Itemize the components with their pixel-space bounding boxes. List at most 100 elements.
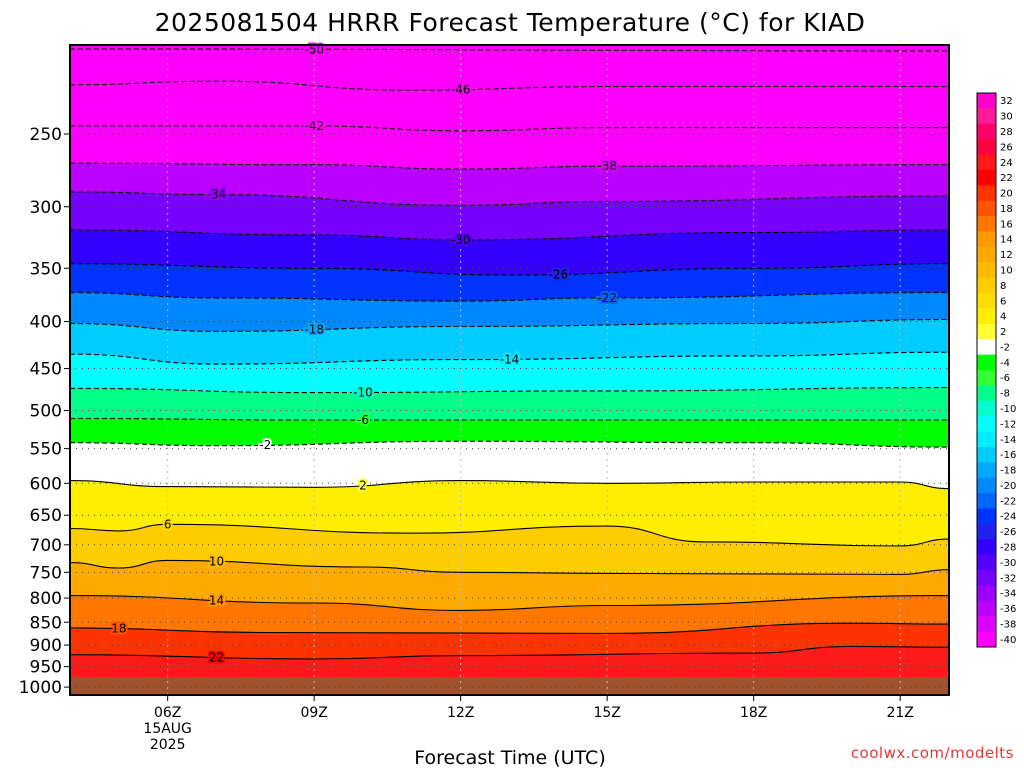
colorbar-label-20: 20	[1000, 189, 1013, 200]
contour-14	[70, 595, 949, 611]
x-tick-label-6-0: 06Z	[154, 705, 181, 721]
contour-label--14: -14	[500, 352, 520, 366]
colorbar-swatch-20	[977, 185, 996, 202]
credit-text: coolwx.com/modelts	[851, 744, 1014, 762]
y-tick-label-350: 350	[30, 259, 62, 279]
contour-label-22: 22	[209, 650, 224, 664]
x-tick-label-6-2: 2025	[150, 737, 186, 753]
band-above--46	[70, 45, 949, 91]
y-tick-label-400: 400	[30, 313, 62, 333]
y-tick-label-750: 750	[30, 563, 62, 583]
contour--10	[70, 387, 949, 394]
colorbar-label-10: 10	[1000, 265, 1013, 276]
colorbar-swatch-10	[977, 262, 996, 279]
colorbar-swatch--2	[977, 339, 996, 356]
colorbar-label--4: -4	[1000, 358, 1010, 369]
contour-label-14: 14	[209, 593, 224, 607]
contour-label--18: -18	[304, 323, 324, 337]
contour--46	[70, 80, 949, 91]
colorbar-swatch-14	[977, 231, 996, 248]
contour-22	[70, 645, 949, 660]
colorbar-swatch-2	[977, 323, 996, 340]
colorbar-label--34: -34	[1000, 589, 1016, 600]
contour-10	[70, 559, 949, 575]
colorbar-swatch--22	[977, 493, 996, 509]
colorbar-swatch-24	[977, 154, 996, 171]
contour-label--10: -10	[353, 385, 373, 399]
colorbar-label-14: 14	[1000, 235, 1013, 246]
colorbar-swatch--40	[977, 631, 996, 648]
colorbar-swatch-30	[977, 108, 996, 125]
contour-label-10: 10	[209, 554, 224, 568]
colorbar-label--36: -36	[1000, 604, 1016, 615]
colorbar-label-24: 24	[1000, 158, 1013, 169]
colorbar-label--14: -14	[1000, 435, 1016, 446]
grid-lines	[70, 45, 949, 695]
x-tick-label-9-0: 09Z	[300, 705, 327, 721]
colorbar-swatch--16	[977, 446, 996, 463]
colorbar-swatch-8	[977, 277, 996, 294]
colorbar-swatch--12	[977, 416, 996, 433]
isotherm-contours	[70, 48, 949, 660]
colorbar-label-8: 8	[1000, 281, 1006, 292]
colorbar-swatch--24	[977, 508, 996, 525]
contour-6	[70, 523, 949, 547]
colorbar-swatch-16	[977, 216, 996, 232]
contour-label--38: -38	[597, 159, 617, 173]
x-tick-label-21-0: 21Z	[886, 705, 913, 721]
colorbar-label--6: -6	[1000, 373, 1010, 384]
colorbar-swatch--28	[977, 539, 996, 556]
colorbar-swatch-28	[977, 123, 996, 140]
y-tick-label-450: 450	[30, 360, 62, 380]
y-tick-label-1000: 1000	[19, 678, 62, 698]
colorbar-label--2: -2	[1000, 342, 1010, 353]
y-tick-label-950: 950	[30, 658, 62, 678]
colorbar-swatch--6	[977, 370, 996, 386]
colorbar-swatch-18	[977, 200, 996, 217]
colorbar-swatch--30	[977, 554, 996, 571]
colorbar-swatch--8	[977, 385, 996, 402]
contour--26	[70, 263, 949, 276]
x-tick-label-6-1: 15AUG	[143, 721, 192, 737]
colorbar-label--22: -22	[1000, 496, 1016, 507]
colorbar-swatch-12	[977, 246, 996, 263]
colorbar-label--16: -16	[1000, 450, 1016, 461]
ground-surface	[70, 677, 949, 695]
colorbar-label-18: 18	[1000, 204, 1013, 215]
y-tick-label-900: 900	[30, 636, 62, 656]
colorbar: 32 30 28 26 24 22 20 18 16 14 12 10 8 6 4 2 -2 -4 -6 -8 -10 -…	[976, 92, 1016, 648]
colorbar-label--38: -38	[1000, 619, 1016, 630]
y-tick-label-250: 250	[30, 125, 62, 145]
contour-label--26: -26	[549, 267, 569, 281]
x-tick-label-15-0: 15Z	[593, 705, 620, 721]
contour-label--34: -34	[207, 188, 227, 202]
x-tick-label-12-0: 12Z	[447, 705, 474, 721]
colorbar-label--10: -10	[1000, 404, 1016, 415]
contour-18	[70, 622, 949, 634]
y-axis-ticks: 250 300 350 400 450 500 550 600 650 700 750 800 850 9…	[19, 125, 70, 698]
colorbar-label--30: -30	[1000, 558, 1016, 569]
contour-label-2: 2	[359, 479, 367, 493]
colorbar-label-12: 12	[1000, 250, 1013, 261]
y-tick-label-650: 650	[30, 506, 62, 526]
colorbar-swatch--18	[977, 462, 996, 479]
y-tick-label-800: 800	[30, 589, 62, 609]
colorbar-label-16: 16	[1000, 219, 1013, 230]
contour--14	[70, 351, 949, 365]
colorbar-swatch-26	[977, 139, 996, 156]
colorbar-label-22: 22	[1000, 173, 1013, 184]
colorbar-label-6: 6	[1000, 296, 1006, 307]
colorbar-swatch--10	[977, 400, 996, 417]
contour-label--46: -46	[451, 83, 471, 97]
colorbar-swatch-6	[977, 293, 996, 309]
y-tick-label-550: 550	[30, 440, 62, 460]
colorbar-swatch-4	[977, 308, 996, 325]
colorbar-label--26: -26	[1000, 527, 1016, 538]
contour--50	[70, 48, 949, 52]
colorbar-label--8: -8	[1000, 389, 1010, 400]
colorbar-swatch--38	[977, 616, 996, 633]
colorbar-label-4: 4	[1000, 312, 1006, 323]
colorbar-label--12: -12	[1000, 419, 1016, 430]
contour-label--22: -22	[597, 291, 617, 305]
